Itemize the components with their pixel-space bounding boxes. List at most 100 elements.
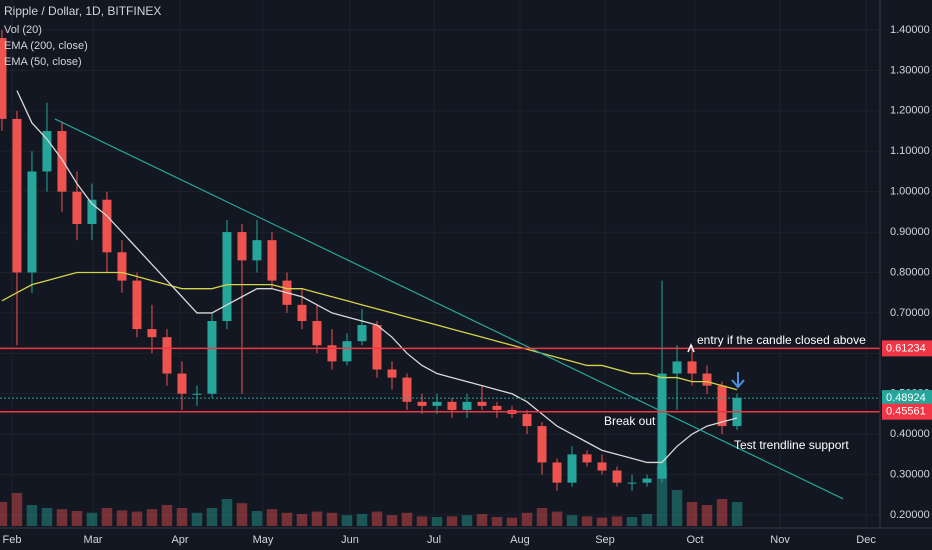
volume-bar xyxy=(431,517,443,526)
volume-bar xyxy=(371,511,383,526)
candle-body xyxy=(597,462,607,471)
arrow xyxy=(731,372,745,389)
price-label: 0.48924 xyxy=(886,392,926,404)
x-tick-label: Dec xyxy=(856,534,876,546)
candle-body xyxy=(567,454,577,483)
volume-bar xyxy=(581,516,593,526)
volume-bar xyxy=(716,499,728,526)
candle-body xyxy=(192,393,202,395)
volume-bar xyxy=(161,505,173,526)
y-tick-label: 0.70000 xyxy=(890,307,930,319)
y-tick-label: 0.90000 xyxy=(890,226,930,238)
volume-bar xyxy=(461,515,473,526)
candle-body xyxy=(477,401,487,406)
volume-bar xyxy=(596,517,608,526)
candle-body xyxy=(522,413,532,427)
candle-body xyxy=(657,373,667,479)
candle-body xyxy=(537,426,547,463)
candle-body xyxy=(612,470,622,483)
indicator-label: Vol (20) xyxy=(4,24,42,36)
y-tick-label: 1.30000 xyxy=(890,64,930,76)
chart-title: Ripple / Dollar, 1D, BITFINEX xyxy=(4,4,161,18)
volume-bar xyxy=(11,493,23,526)
candle-body xyxy=(252,240,262,261)
candle-body xyxy=(57,131,67,192)
candle-body xyxy=(297,304,307,321)
candle-body xyxy=(327,345,337,362)
volume-bar xyxy=(521,512,533,526)
volume-bar xyxy=(671,490,683,526)
volume-bar xyxy=(281,512,293,526)
x-tick-label: Nov xyxy=(770,534,790,546)
volume-bar xyxy=(101,508,113,526)
candle-body xyxy=(432,401,442,406)
candle-body xyxy=(237,232,247,261)
volume-bar xyxy=(326,512,338,526)
candle-body xyxy=(552,462,562,483)
candle-body xyxy=(387,369,397,378)
candle-body xyxy=(372,325,382,370)
price-label-box xyxy=(882,390,932,407)
price-label: 0.61234 xyxy=(886,342,926,354)
volume-bar xyxy=(476,514,488,526)
ema-line xyxy=(16,90,738,464)
candle-body xyxy=(492,405,502,410)
candle-body xyxy=(102,199,112,253)
grid xyxy=(0,0,880,528)
volume-bar xyxy=(356,514,368,526)
ema-line xyxy=(1,271,738,391)
trendline xyxy=(54,118,844,500)
volume-bar xyxy=(56,509,68,526)
y-tick-label: 1.40000 xyxy=(890,24,930,36)
candle-body xyxy=(702,373,712,386)
candle-body xyxy=(42,131,52,172)
candle-body xyxy=(72,191,82,224)
candle-body xyxy=(627,482,637,484)
volume-bar xyxy=(206,508,218,526)
y-tick-label: 0.20000 xyxy=(890,509,930,521)
candle-body xyxy=(0,38,7,119)
candle-body xyxy=(207,321,217,394)
y-tick-label: 1.00000 xyxy=(890,186,930,198)
candle-body xyxy=(312,321,322,346)
volume-bar xyxy=(311,511,323,526)
candle-body xyxy=(642,478,652,483)
volume-bar xyxy=(71,511,83,526)
price-label: 0.45561 xyxy=(886,406,926,418)
volume-bar xyxy=(626,517,638,526)
volume-bar xyxy=(251,511,263,526)
candle-body xyxy=(162,337,172,374)
volume-bar xyxy=(701,505,713,526)
candle-body xyxy=(27,171,37,273)
price-label-box xyxy=(882,403,932,420)
candle-body xyxy=(342,341,352,362)
caret xyxy=(687,343,695,353)
y-tick-label: 1.10000 xyxy=(890,145,930,157)
volume-bar xyxy=(296,514,308,526)
x-tick-label: Feb xyxy=(3,534,22,546)
volume-bar xyxy=(506,517,518,526)
candle-body xyxy=(417,401,427,406)
x-tick-label: Sep xyxy=(595,534,615,546)
x-tick-label: Apr xyxy=(171,534,188,546)
volume-bar xyxy=(641,514,653,526)
volume-bar xyxy=(686,502,698,526)
volume-bar xyxy=(536,508,548,526)
candle-body xyxy=(447,401,457,410)
candle-body xyxy=(687,361,697,374)
candle-body xyxy=(87,199,97,224)
volume-bar xyxy=(566,515,578,526)
candle-body xyxy=(267,240,277,281)
volume-bar xyxy=(491,517,503,526)
volume-bar xyxy=(731,502,743,526)
volume-bar xyxy=(116,510,128,526)
volume-bar xyxy=(341,515,353,526)
volume-bar xyxy=(446,516,458,526)
volume-bar xyxy=(221,499,233,526)
candle-body xyxy=(357,325,367,342)
y-tick-label: 1.20000 xyxy=(890,105,930,117)
y-tick-label: 0.30000 xyxy=(890,468,930,480)
candle-body xyxy=(582,454,592,463)
